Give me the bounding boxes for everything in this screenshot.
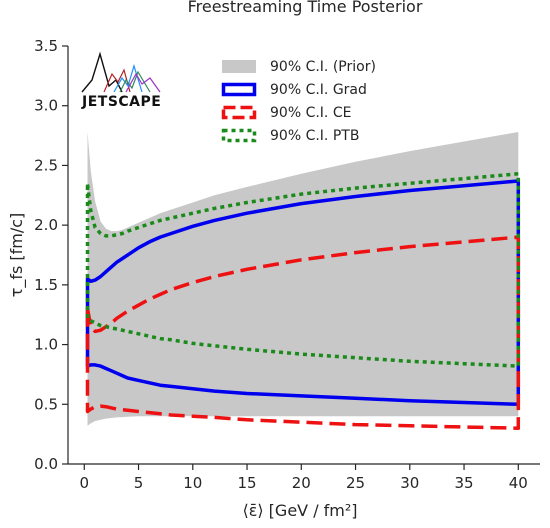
x-tick-label: 30: [400, 474, 419, 492]
y-ticks: 0.0 0.5 1.0 1.5 2.0 2.5 3.0 3.5: [34, 37, 68, 473]
x-ticks: 0 5 10 15 20 25 30 35 40: [80, 464, 528, 492]
x-tick-label: 25: [346, 474, 365, 492]
legend-swatch-prior: [222, 60, 256, 73]
y-tick-label: 0.5: [34, 395, 58, 413]
logo-mountain-color-1: [103, 68, 131, 93]
logo-mountain-color-3: [119, 70, 151, 93]
y-axis-label: τ_fs [fm/c]: [7, 213, 27, 298]
logo-mountain-black: [81, 51, 123, 93]
y-tick-label: 1.0: [34, 336, 58, 354]
x-tick-label: 5: [134, 474, 144, 492]
legend-swatch-2: [221, 105, 257, 120]
legend-swatch-1: [221, 82, 257, 97]
logo-text: JETSCAPE: [81, 94, 161, 110]
legend: 90% C.I. (Prior) 90% C.I. Grad 90% C.I. CE…: [221, 59, 376, 144]
x-tick-label: 0: [80, 474, 90, 492]
legend-label: 90% C.I. PTB: [270, 128, 359, 144]
y-tick-label: 3.5: [34, 37, 58, 55]
y-tick-label: 0.0: [34, 455, 58, 473]
y-tick-label: 1.5: [34, 276, 58, 294]
plot-area: [85, 132, 521, 430]
legend-label: 90% C.I. CE: [270, 105, 351, 121]
x-tick-label: 40: [509, 474, 528, 492]
x-tick-label: 20: [292, 474, 311, 492]
y-tick-label: 2.0: [34, 216, 58, 234]
jetscape-logo: JETSCAPE: [81, 51, 161, 110]
y-tick-label: 2.5: [34, 156, 58, 174]
x-tick-label: 35: [454, 474, 473, 492]
y-tick-label: 3.0: [34, 97, 58, 115]
x-axis-label: ⟨ε̄⟩ [GeV / fm²]: [242, 501, 357, 520]
legend-label: 90% C.I. Grad: [270, 82, 367, 98]
series-outline-2: [85, 235, 521, 430]
axes: [67, 46, 540, 465]
logo-mountain-color-4: [125, 72, 161, 93]
x-tick-label: 10: [183, 474, 202, 492]
x-tick-label: 15: [237, 474, 256, 492]
prior-band: [87, 132, 519, 426]
legend-swatch-3: [221, 128, 257, 143]
series-outline-3: [85, 172, 521, 368]
legend-label: 90% C.I. (Prior): [270, 59, 376, 75]
chart-title: Freestreaming Time Posterior: [188, 0, 423, 16]
